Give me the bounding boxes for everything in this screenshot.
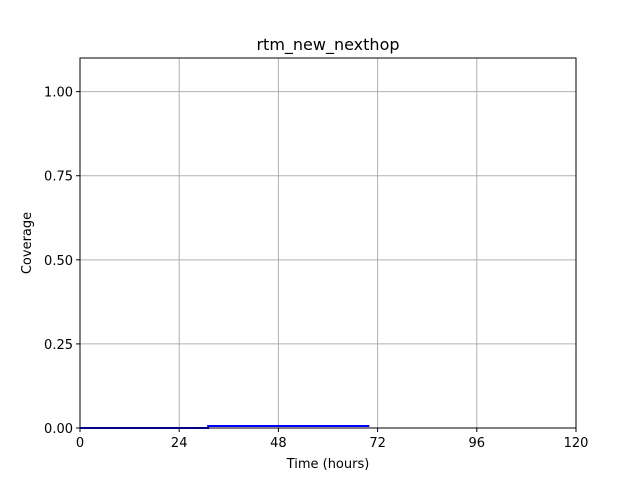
y-tick-label: 0.75	[44, 170, 73, 185]
y-tick-label: 1.00	[44, 86, 73, 101]
y-tick-label: 0.25	[44, 338, 73, 353]
y-tick-label: 0.00	[44, 422, 73, 437]
x-tick-label: 96	[469, 436, 486, 451]
y-tick-label: 0.50	[44, 254, 73, 269]
x-tick-label: 120	[564, 436, 589, 451]
x-axis-label: Time (hours)	[286, 457, 370, 472]
x-tick-label: 48	[270, 436, 287, 451]
x-tick-label: 72	[369, 436, 386, 451]
x-tick-label: 24	[171, 436, 188, 451]
plot-frame	[79, 57, 577, 429]
chart-title: rtm_new_nexthop	[256, 35, 399, 55]
axis-ticks: 0 24 48 72 96 120 0.00 0.25 0.50 0.75 1.00	[44, 86, 588, 451]
y-axis-label: Coverage	[20, 212, 35, 274]
x-tick-label: 0	[76, 436, 84, 451]
